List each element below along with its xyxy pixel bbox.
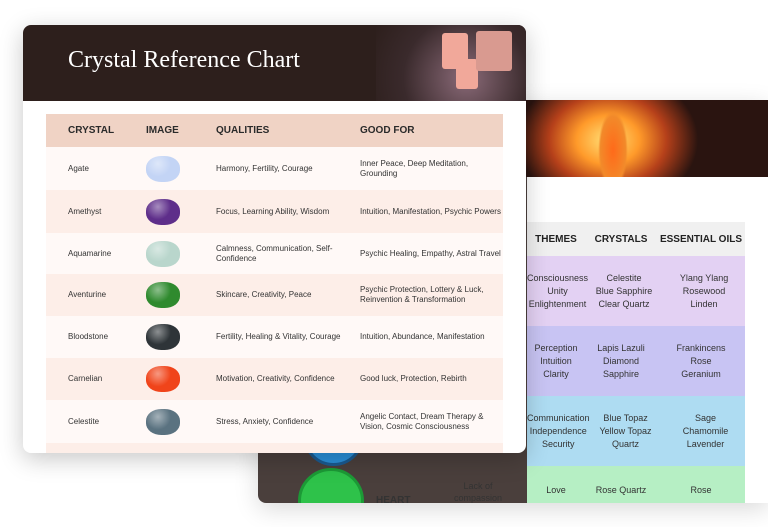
crystal-image: [146, 366, 180, 392]
crystal-name: Aventurine: [68, 290, 107, 299]
crystal-name: Bloodstone: [68, 332, 109, 341]
crystal-name: Celestite: [68, 416, 100, 426]
crystal-qualities: Skincare, Creativity, Peace: [216, 290, 312, 299]
crystal-qualities: Stress, Anxiety, Confidence: [216, 416, 314, 426]
column-header: THEMES: [535, 233, 577, 245]
table-row: Amethyst Focus, Learning Ability, Wisdom…: [46, 190, 503, 233]
column-header: IMAGE: [146, 125, 179, 136]
column-header: CRYSTAL: [68, 125, 115, 136]
crystal-good-for: Good luck, Protection, Rebirth: [360, 374, 467, 383]
oils-cell: Rose: [690, 485, 712, 495]
crystal-good-for: Angelic Contact, Dream Therapy & Vision,…: [360, 411, 484, 431]
crystal-good-for: Inner Peace, Deep Meditation, Grounding: [360, 158, 469, 178]
crystal-name: Agate: [68, 163, 89, 173]
chakra-blockage: Lack of compassion: [453, 481, 503, 503]
crystal-image: [146, 282, 180, 308]
crystal-table: CRYSTAL IMAGE QUALITIES GOOD FOR Agate H…: [46, 114, 503, 453]
crystal-image: [146, 198, 180, 225]
table-row: Carnelian Motivation, Creativity, Confid…: [46, 358, 503, 400]
page-title: Crystal Reference Chart: [68, 47, 300, 73]
column-header: CRYSTALS: [594, 233, 648, 245]
oils-cell: Sage Chamomile Lavender: [682, 412, 729, 449]
table-row: Celestite Stress, Anxiety, Confidence An…: [46, 400, 503, 443]
chakra-table: THEMES CRYSTALS ESSENTIAL OILS Conscious…: [527, 222, 745, 503]
table-row: Consciousness Unity Enlightenment Celest…: [527, 256, 745, 326]
crystal-qualities: Motivation, Creativity, Confidence: [216, 374, 335, 383]
image-cell: [146, 198, 216, 225]
image-cell: [146, 366, 216, 392]
crystals-cell: Rose Quartz: [595, 485, 647, 495]
table-row: [46, 443, 503, 453]
crystal-name: Aquamarine: [68, 248, 112, 258]
crystal-image: [146, 324, 180, 350]
column-header: QUALITIES: [216, 125, 270, 136]
table-row: Bloodstone Fertility, Healing & Vitality…: [46, 316, 503, 358]
crystal-good-for: Psychic Healing, Empathy, Astral Travel: [360, 248, 501, 258]
crystal-qualities: Fertility, Healing & Vitality, Courage: [216, 332, 341, 341]
crystal-good-for: Intuition, Manifestation, Psychic Powers: [360, 206, 501, 216]
image-cell: [146, 155, 216, 182]
column-header: ESSENTIAL OILS: [659, 233, 743, 245]
oils-cell: Ylang Ylang Rosewood Linden: [679, 272, 729, 309]
crystals-cell: Lapis Lazuli Diamond Sapphire: [597, 342, 645, 379]
column-header: GOOD FOR: [360, 125, 415, 136]
image-cell: [146, 240, 216, 267]
oils-cell: Frankincens Rose Geranium: [676, 342, 726, 379]
image-cell: [146, 282, 216, 308]
crystal-image: [146, 155, 180, 182]
image-cell: [146, 324, 216, 350]
crystal-qualities: Calmness, Communication, Self-Confidence: [216, 243, 333, 263]
crystal-good-for: Intuition, Abundance, Manifestation: [360, 332, 485, 341]
crystal-name: Carnelian: [68, 374, 103, 383]
crystals-cell: Blue Topaz Yellow Topaz Quartz: [599, 412, 652, 449]
table-row: Agate Harmony, Fertility, Courage Inner …: [46, 147, 503, 190]
table-row: Communication Independence Security Blue…: [527, 396, 745, 466]
table-row: Perception Intuition Clarity Lapis Lazul…: [527, 326, 745, 396]
crystal-image: [146, 240, 180, 267]
themes-cell: Love: [546, 485, 566, 495]
crystal-qualities: Harmony, Fertility, Courage: [216, 163, 313, 173]
crystal-reference-card: Crystal Reference Chart CRYSTAL IMAGE QU…: [23, 25, 526, 453]
table-header: CRYSTAL IMAGE QUALITIES GOOD FOR: [46, 114, 503, 147]
candles-crystals-photo: [376, 25, 526, 101]
chakra-name: HEART: [376, 495, 411, 503]
table-header: THEMES CRYSTALS ESSENTIAL OILS: [527, 222, 745, 256]
meditating-figure-image: [598, 110, 628, 177]
image-cell: [146, 408, 216, 435]
table-row: Aquamarine Calmness, Communication, Self…: [46, 233, 503, 274]
table-row: Aventurine Skincare, Creativity, Peace P…: [46, 274, 503, 316]
crystal-qualities: Focus, Learning Ability, Wisdom: [216, 206, 330, 216]
themes-cell: Consciousness Unity Enlightenment: [527, 272, 589, 309]
card-header: Crystal Reference Chart: [23, 25, 526, 101]
table-row: Love Rose Quartz Rose: [527, 466, 745, 503]
themes-cell: Perception Intuition Clarity: [534, 342, 578, 379]
crystal-image: [146, 408, 180, 435]
crystal-name: Amethyst: [68, 206, 102, 216]
crystal-good-for: Psychic Protection, Lottery & Luck, Rein…: [360, 285, 484, 304]
crystals-cell: Celestite Blue Sapphire Clear Quartz: [595, 272, 653, 309]
themes-cell: Communication Independence Security: [527, 412, 590, 449]
